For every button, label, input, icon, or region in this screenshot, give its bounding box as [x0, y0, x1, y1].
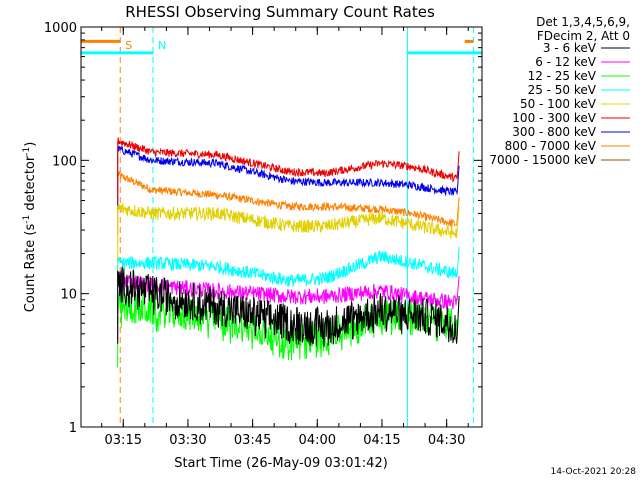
series-line-5	[117, 137, 460, 202]
y-axis-label-sup2: -1	[22, 147, 32, 156]
series-line-3	[117, 246, 460, 324]
y-tick-label-1: 10	[60, 288, 77, 303]
x-tick-label-0: 03:15	[105, 433, 142, 448]
generation-timestamp: 14-Oct-2021 20:28	[551, 467, 637, 477]
x-tick-label-5: 04:30	[428, 433, 465, 448]
annotation-n: N	[158, 39, 166, 52]
legend-label-0: 3 - 6 keV	[543, 41, 597, 55]
series-line-4	[117, 202, 460, 269]
series-line-6	[117, 145, 460, 210]
series-line-7	[117, 171, 460, 236]
y-axis-label-mid: detector	[23, 155, 38, 215]
series-line-1	[117, 271, 460, 340]
y-axis: 1 10 100 1000	[44, 21, 482, 436]
y-axis-label-prefix: Count Rate (s	[23, 224, 38, 313]
legend-label-7: 800 - 7000 keV	[505, 139, 597, 153]
plot-frame	[80, 26, 483, 428]
x-tick-label-1: 03:30	[169, 433, 206, 448]
legend-label-4: 50 - 100 keV	[520, 97, 597, 111]
legend-header-1: Det 1,3,4,5,6,9,	[536, 15, 630, 29]
x-tick-label-3: 04:00	[299, 433, 336, 448]
y-axis-label-suffix: )	[23, 142, 38, 147]
y-tick-label-3: 1000	[44, 21, 77, 36]
legend-label-6: 300 - 800 keV	[512, 125, 596, 139]
y-axis-label-sup1: -1	[22, 215, 32, 224]
x-tick-label-4: 04:15	[363, 433, 400, 448]
annotation-s: S	[125, 39, 132, 52]
legend-label-3: 25 - 50 keV	[528, 83, 597, 97]
legend: Det 1,3,4,5,6,9, FDecim 2, Att 0 3 - 6 k…	[489, 15, 630, 167]
x-axis: 03:15 03:30 03:45 04:00 04:15 04:30	[101, 27, 469, 448]
y-tick-label-2: 100	[52, 154, 77, 169]
legend-label-1: 6 - 12 keV	[535, 55, 597, 69]
series-line-0	[117, 266, 460, 347]
x-tick-label-2: 03:45	[234, 433, 271, 448]
legend-label-8: 7000 - 15000 keV	[489, 153, 596, 167]
y-tick-label-0: 1	[69, 421, 77, 436]
legend-header-2: FDecim 2, Att 0	[537, 29, 630, 43]
legend-label-2: 12 - 25 keV	[528, 69, 597, 83]
y-axis-label: Count Rate (s-1 detector-1)	[22, 142, 38, 313]
x-axis-label: Start Time (26-May-09 03:01:42)	[174, 456, 388, 471]
legend-label-5: 100 - 300 keV	[512, 111, 596, 125]
chart-title: RHESSI Observing Summary Count Rates	[125, 3, 435, 21]
